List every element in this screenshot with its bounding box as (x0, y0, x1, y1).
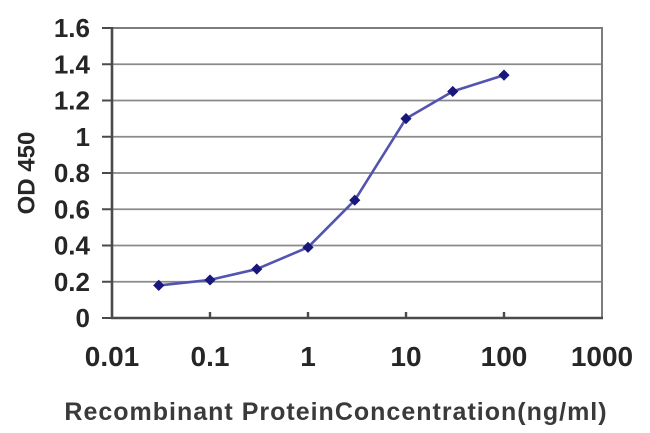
data-point-marker (498, 69, 510, 81)
y-axis-title: OD 450 (13, 132, 40, 215)
x-tick-label: 0.1 (191, 341, 230, 372)
y-tick-label: 0.6 (54, 194, 90, 224)
data-point-marker (302, 241, 314, 253)
x-tick-label: 100 (481, 341, 528, 372)
data-point-marker (400, 113, 412, 125)
y-tick-label: 1.6 (54, 13, 90, 43)
data-point-marker (349, 194, 361, 206)
data-point-marker (251, 263, 263, 275)
x-axis-title: Recombinant ProteinConcentration(ng/ml) (64, 398, 607, 426)
data-line (157, 73, 506, 287)
y-tick-label: 0.4 (54, 231, 91, 261)
y-tick-label: 1.2 (54, 86, 90, 116)
x-tick-label: 1000 (571, 341, 633, 372)
data-point-marker (447, 85, 459, 98)
y-tick-label: 0.2 (54, 267, 90, 297)
x-tick-label: 0.01 (85, 341, 140, 372)
y-tick-label: 1 (76, 122, 90, 152)
y-tick-label: 1.4 (54, 49, 91, 79)
x-tick-label: 1 (300, 341, 316, 372)
data-point-marker (204, 274, 216, 286)
y-tick-label: 0 (76, 303, 90, 333)
y-tick-label: 0.8 (54, 158, 90, 188)
data-point-marker (153, 279, 165, 291)
x-tick-label: 10 (390, 341, 421, 372)
